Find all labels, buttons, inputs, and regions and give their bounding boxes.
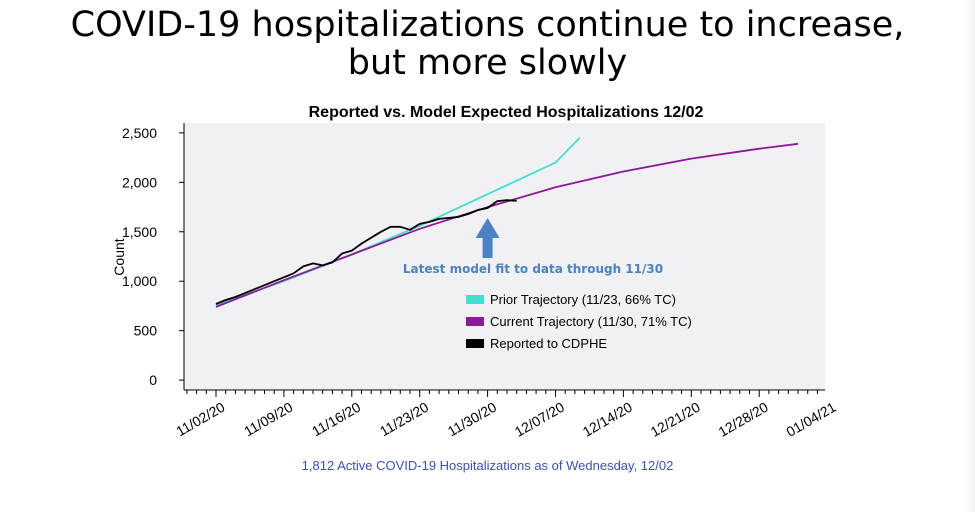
chart-title: Reported vs. Model Expected Hospitalizat… bbox=[309, 104, 704, 121]
annotation: Latest model fit to data through 11/30 bbox=[403, 218, 663, 276]
x-tick-label: 12/14/20 bbox=[580, 399, 635, 440]
legend: Prior Trajectory (11/23, 66% TC) Current … bbox=[466, 292, 692, 351]
axes bbox=[183, 123, 825, 391]
y-tick-label: 500 bbox=[134, 323, 158, 339]
x-tick-label: 01/04/21 bbox=[783, 399, 838, 440]
slide-title: COVID-19 hospitalizations continue to in… bbox=[0, 6, 975, 82]
y-axis-label: Count bbox=[111, 238, 127, 275]
slide-title-line2: but more slowly bbox=[347, 43, 628, 83]
annotation-text: Latest model fit to data through 11/30 bbox=[403, 262, 663, 276]
x-tick-label: 12/28/20 bbox=[716, 399, 771, 440]
y-tick-label: 2,500 bbox=[122, 125, 157, 141]
reported-line bbox=[215, 199, 517, 305]
x-tick-label: 11/16/20 bbox=[309, 399, 363, 440]
slide-title-line1: COVID-19 hospitalizations continue to in… bbox=[70, 5, 905, 45]
x-tick-label: 12/21/20 bbox=[648, 399, 703, 440]
legend-item-reported: Reported to CDPHE bbox=[466, 336, 607, 351]
y-axis-ticks: 0 500 1,000 1,500 2,000 2,500 bbox=[122, 125, 184, 388]
y-tick-label: 2,000 bbox=[122, 174, 157, 190]
series-lines bbox=[215, 137, 799, 308]
x-tick-label: 11/30/20 bbox=[445, 399, 499, 440]
legend-swatch bbox=[466, 295, 484, 304]
legend-label: Reported to CDPHE bbox=[490, 336, 607, 351]
legend-label: Current Trajectory (11/30, 71% TC) bbox=[490, 314, 692, 329]
y-tick-label: 1,000 bbox=[122, 273, 157, 289]
y-tick-label: 1,500 bbox=[122, 224, 157, 240]
legend-item-prior: Prior Trajectory (11/23, 66% TC) bbox=[466, 292, 676, 307]
x-tick-label: 11/23/20 bbox=[377, 399, 431, 440]
annotation-arrow bbox=[475, 218, 500, 258]
y-tick-label: 0 bbox=[149, 372, 157, 388]
legend-swatch bbox=[466, 339, 484, 348]
footer-note: 1,812 Active COVID-19 Hospitalizations a… bbox=[301, 458, 674, 473]
prior-trajectory-line bbox=[215, 137, 581, 306]
x-axis-ticks: 11/02/20 11/09/20 11/16/20 11/23/20 11/30/20… bbox=[173, 390, 839, 440]
current-trajectory-line bbox=[215, 142, 799, 308]
plot-area bbox=[184, 123, 825, 390]
legend-swatch bbox=[466, 317, 484, 326]
x-tick-label: 12/07/20 bbox=[512, 399, 567, 440]
x-tick-label: 11/09/20 bbox=[241, 399, 295, 440]
slide-edge-shadow bbox=[965, 0, 975, 512]
legend-label: Prior Trajectory (11/23, 66% TC) bbox=[490, 292, 676, 307]
x-tick-label: 11/02/20 bbox=[173, 399, 227, 440]
legend-item-current: Current Trajectory (11/30, 71% TC) bbox=[466, 314, 692, 329]
